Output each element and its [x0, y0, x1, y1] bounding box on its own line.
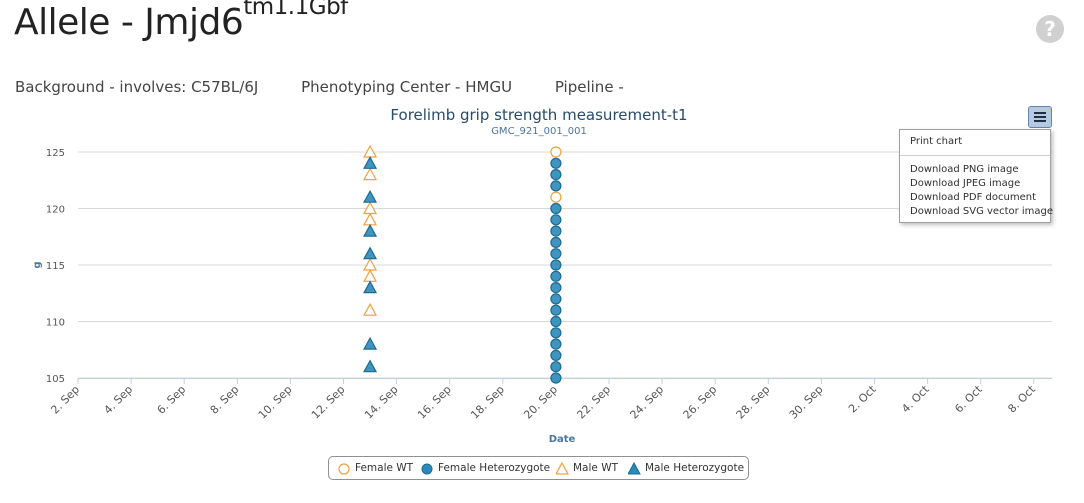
- menu-divider: [900, 155, 1050, 156]
- y-tick-label: 115: [46, 261, 65, 272]
- x-tick-label: 4. Oct: [899, 382, 932, 415]
- data-point: [550, 157, 562, 169]
- data-point: [550, 282, 562, 294]
- open-triangle-icon: [556, 462, 570, 475]
- data-point: [550, 315, 562, 328]
- x-tick-label: 12. Sep: [309, 383, 348, 422]
- help-icon[interactable]: ?: [1036, 15, 1064, 43]
- page-title: Allele - Jmjd6tm1.1Gbf: [14, 0, 348, 43]
- data-point: [363, 269, 378, 282]
- open-circle-icon: [338, 463, 350, 475]
- data-point: [550, 349, 562, 361]
- x-tick-label: 2. Sep: [48, 383, 82, 417]
- x-tick-label: 10. Sep: [256, 383, 295, 422]
- chart-menu-button[interactable]: [1028, 106, 1052, 128]
- y-axis-title: g: [32, 261, 43, 268]
- background-label: Background - involves: C57BL/6J: [15, 78, 259, 96]
- data-point: [550, 259, 562, 271]
- menu-item-print-chart[interactable]: Print chart: [910, 136, 963, 147]
- data-point: [550, 191, 562, 203]
- allele-superscript: tm1.1Gbf: [243, 0, 348, 20]
- data-point: [550, 293, 562, 305]
- x-tick-label: 26. Sep: [681, 383, 720, 422]
- data-point: [363, 280, 378, 294]
- data-point: [550, 361, 562, 373]
- x-tick-label: 8. Sep: [208, 383, 242, 417]
- data-point: [550, 169, 562, 181]
- y-tick-label: 125: [46, 148, 65, 159]
- x-tick-label: 6. Sep: [155, 383, 189, 417]
- hamburger-menu-icon: [1034, 112, 1046, 114]
- data-point: [363, 359, 378, 373]
- x-tick-label: 20. Sep: [521, 383, 560, 422]
- menu-item-download-jpeg[interactable]: Download JPEG image: [910, 178, 1021, 189]
- data-point: [363, 246, 378, 260]
- x-tick-label: 24. Sep: [628, 383, 667, 422]
- allele-meta: Background - involves: C57BL/6J Phenotyp…: [15, 78, 662, 96]
- menu-item-download-png[interactable]: Download PNG image: [910, 164, 1019, 175]
- pipeline-label: Pipeline -: [554, 78, 624, 96]
- data-point: [550, 327, 562, 339]
- x-tick-label: 4. Sep: [101, 383, 135, 417]
- filled-circle-icon: [421, 463, 433, 475]
- chart-legend: Female WT Female Heterozygote Male WT Ma…: [328, 456, 749, 480]
- x-tick-label: 6. Oct: [952, 382, 985, 415]
- x-tick-label: 22. Sep: [574, 383, 613, 422]
- data-point: [550, 146, 562, 158]
- data-point: [363, 212, 378, 226]
- data-point: [550, 248, 562, 260]
- y-tick-label: 105: [46, 374, 65, 385]
- data-point: [550, 338, 562, 350]
- data-point: [363, 167, 378, 181]
- x-tick-label: 8. Oct: [1005, 382, 1038, 415]
- chart-subtitle: GMC_921_001_001: [491, 126, 587, 137]
- x-tick-label: 18. Sep: [468, 383, 507, 422]
- data-point: [550, 236, 562, 248]
- data-point: [363, 223, 378, 237]
- x-axis-title: Date: [549, 434, 576, 445]
- data-point: [550, 270, 562, 282]
- data-point: [363, 302, 378, 316]
- menu-item-download-pdf[interactable]: Download PDF document: [910, 192, 1037, 203]
- y-tick-label: 120: [46, 205, 65, 216]
- data-point: [363, 336, 378, 350]
- x-tick-label: 30. Sep: [787, 383, 826, 422]
- x-tick-label: 2. Oct: [846, 382, 879, 415]
- data-point: [550, 214, 562, 226]
- data-point: [550, 225, 562, 237]
- allele-name: Allele - Jmjd6: [14, 2, 244, 43]
- y-tick-label: 110: [46, 318, 65, 329]
- filled-triangle-icon: [628, 462, 641, 475]
- x-tick-label: 28. Sep: [734, 383, 773, 422]
- data-point: [363, 156, 378, 169]
- data-point: [550, 304, 562, 316]
- data-point: [363, 189, 378, 203]
- x-tick-label: 14. Sep: [362, 383, 401, 422]
- menu-item-download-svg[interactable]: Download SVG vector image: [910, 206, 1054, 217]
- data-point: [550, 180, 562, 192]
- data-point: [550, 202, 562, 215]
- phenotyping-center-label: Phenotyping Center - HMGU: [301, 78, 513, 96]
- data-point: [550, 372, 562, 384]
- chart-title: Forelimb grip strength measurement-t1: [390, 106, 688, 124]
- chart-export-menu: Print chart Download PNG image Download …: [899, 129, 1054, 223]
- x-tick-label: 16. Sep: [415, 383, 454, 422]
